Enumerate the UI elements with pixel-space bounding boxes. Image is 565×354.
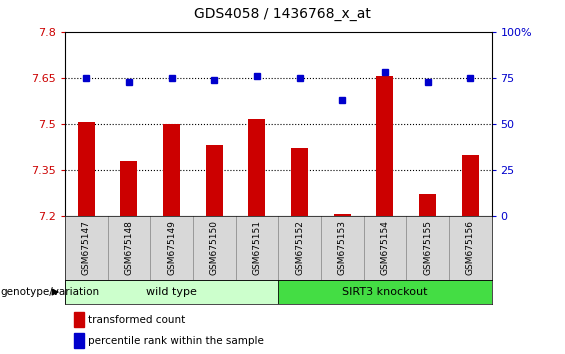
Text: wild type: wild type: [146, 287, 197, 297]
Text: GSM675156: GSM675156: [466, 220, 475, 275]
Text: GSM675154: GSM675154: [380, 220, 389, 275]
Bar: [249, 119, 266, 216]
Text: GDS4058 / 1436768_x_at: GDS4058 / 1436768_x_at: [194, 7, 371, 21]
Bar: [120, 161, 137, 216]
Bar: [73, 333, 84, 348]
Bar: [163, 124, 180, 216]
Bar: [78, 122, 95, 216]
Text: GSM675150: GSM675150: [210, 220, 219, 275]
Bar: [462, 155, 479, 216]
Bar: [334, 215, 351, 216]
Text: GSM675153: GSM675153: [338, 220, 347, 275]
Text: SIRT3 knockout: SIRT3 knockout: [342, 287, 428, 297]
Text: genotype/variation: genotype/variation: [1, 287, 99, 297]
Text: GSM675152: GSM675152: [295, 220, 304, 275]
Text: GSM675155: GSM675155: [423, 220, 432, 275]
Bar: [206, 145, 223, 216]
Text: percentile rank within the sample: percentile rank within the sample: [89, 336, 264, 346]
Bar: [291, 148, 308, 216]
Bar: [376, 76, 393, 216]
Text: GSM675148: GSM675148: [124, 220, 133, 275]
Bar: [73, 312, 84, 327]
Bar: [279, 280, 492, 304]
Text: GSM675149: GSM675149: [167, 220, 176, 275]
Text: GSM675151: GSM675151: [253, 220, 262, 275]
Text: transformed count: transformed count: [89, 315, 186, 325]
Bar: [419, 194, 436, 216]
Text: GSM675147: GSM675147: [82, 220, 91, 275]
Bar: [65, 280, 278, 304]
